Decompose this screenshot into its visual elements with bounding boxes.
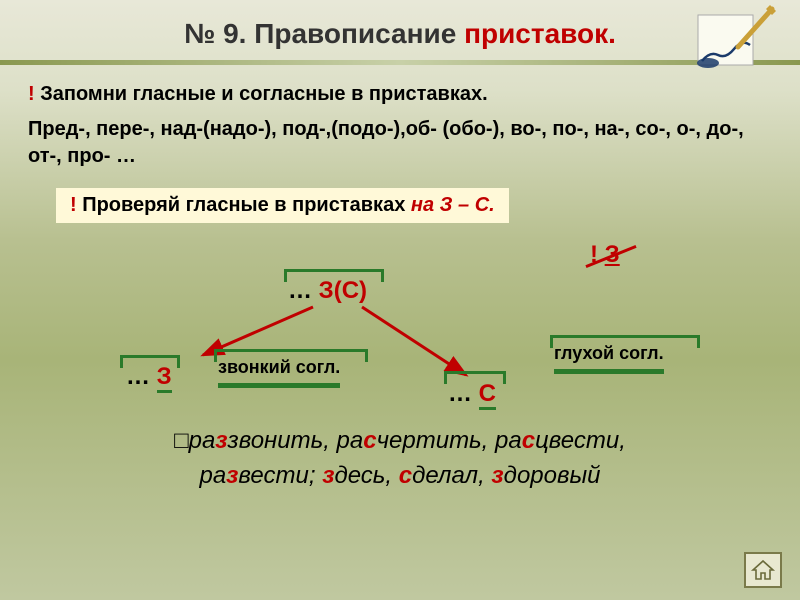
morpheme-bracket: [120, 355, 180, 358]
examples-block: □раззвонить, расчертить, расцвести, разв…: [28, 424, 772, 494]
morpheme-bracket: [550, 335, 700, 338]
home-button[interactable]: [744, 552, 782, 588]
rule-diagram: … З(С) … З звонкий согл. … С глухой согл…: [28, 235, 772, 420]
title-number: № 9. Правописание: [184, 18, 464, 49]
divider-bar: [0, 60, 800, 65]
morpheme-bracket: [214, 349, 368, 352]
check-text: Проверяй гласные в приставках: [82, 194, 411, 216]
morpheme-bracket: [284, 269, 384, 272]
voiceless-label: глухой согл.: [554, 343, 664, 364]
examples-line-1: □раззвонить, расчертить, расцвести,: [28, 424, 772, 459]
s-node: … С: [448, 380, 496, 408]
home-icon: [750, 558, 776, 582]
morpheme-bracket: [444, 371, 506, 374]
exclamation-mark: !: [70, 194, 82, 216]
prefix-list: Пред-, пере-, над-(надо-), под-,(подо-),…: [28, 116, 772, 170]
page-title: № 9. Правописание приставок.: [0, 0, 800, 60]
z-node: … З: [126, 363, 172, 391]
root-node: … З(С): [288, 277, 367, 305]
title-topic: приставок.: [464, 18, 616, 49]
check-rule-box: ! Проверяй гласные в приставках на З – С…: [56, 188, 509, 223]
exclamation-mark: !: [28, 83, 40, 105]
remember-text: Запомни гласные и согласные в приставках…: [40, 83, 487, 105]
examples-line-2: развести; здесь, сделал, здоровый: [28, 459, 772, 494]
rule-remember: ! Запомни гласные и согласные в приставк…: [28, 83, 772, 106]
check-suffix: на З – С.: [411, 194, 495, 216]
pen-paper-icon: [690, 3, 780, 73]
diagram-arrows: [28, 235, 772, 420]
voiced-label: звонкий согл.: [218, 357, 340, 378]
